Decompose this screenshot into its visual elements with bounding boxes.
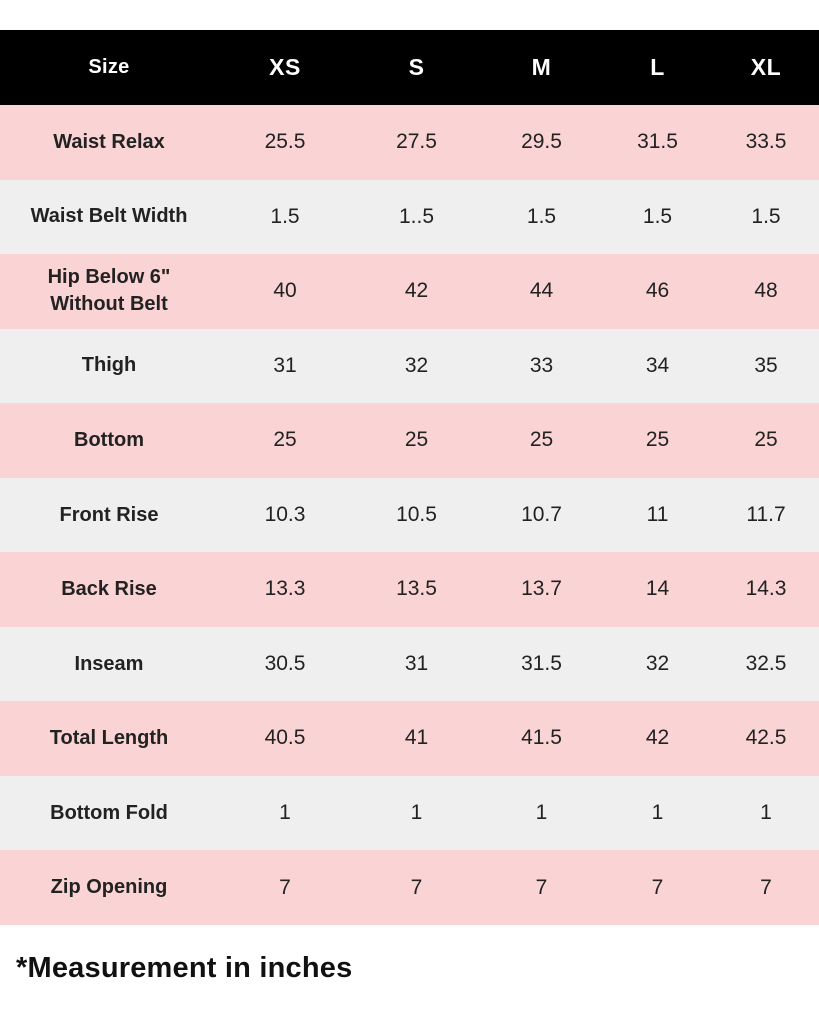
table-row: Bottom Fold 1 1 1 1 1 xyxy=(0,775,819,851)
column-header-m: M xyxy=(531,53,552,80)
cell-value: 44 xyxy=(529,279,554,303)
cell-value: 13.5 xyxy=(396,577,437,601)
row-label: Total Length xyxy=(49,727,169,750)
cell-value: 27.5 xyxy=(396,130,437,154)
cell-value: 32 xyxy=(645,651,670,675)
cell-value: 33.5 xyxy=(745,130,787,154)
cell-value: 7 xyxy=(535,875,548,899)
cell-value: 32.5 xyxy=(745,651,787,675)
cell-value: 48 xyxy=(754,279,778,303)
row-label: Hip Below 6" Without Belt xyxy=(47,266,171,316)
cell-value: 31.5 xyxy=(637,130,678,154)
size-chart-table: Size XS S M L XL Waist Relax 25.5 27.5 29.5 31.5 33… xyxy=(0,30,819,926)
cell-value: 25.5 xyxy=(264,130,306,154)
cell-value: 1.5 xyxy=(270,204,300,228)
cell-value: 1 xyxy=(760,801,772,825)
cell-value: 32 xyxy=(404,353,429,377)
cell-value: 31 xyxy=(273,353,297,377)
cell-value: 42 xyxy=(645,726,670,750)
table-row: Front Rise 10.3 10.5 10.7 11 11.7 xyxy=(0,477,819,553)
table-row: Bottom 25 25 25 25 25 xyxy=(0,403,819,478)
cell-value: 33 xyxy=(529,353,554,377)
cell-value: 1 xyxy=(410,801,423,825)
cell-value: 7 xyxy=(651,875,664,899)
cell-value: 1.5 xyxy=(751,204,781,228)
table-row: Back Rise 13.3 13.5 13.7 14 14.3 xyxy=(0,552,819,627)
table-row: Total Length 40.5 41 41.5 42 42.5 xyxy=(0,701,819,776)
row-label: Waist Relax xyxy=(53,130,165,153)
header-row: Size XS S M L XL xyxy=(0,30,819,105)
cell-value: 25 xyxy=(529,428,554,452)
cell-value: 11.7 xyxy=(746,502,786,526)
row-label: Waist Belt Width xyxy=(30,205,188,228)
measurement-note: *Measurement in inches xyxy=(16,952,353,984)
row-label: Zip Opening xyxy=(50,876,168,899)
cell-value: 1 xyxy=(279,801,291,825)
cell-value: 34 xyxy=(645,353,670,377)
cell-value: 25 xyxy=(754,428,778,452)
cell-value: 35 xyxy=(754,353,778,377)
cell-value: 29.5 xyxy=(521,130,562,154)
cell-value: 1..5 xyxy=(398,204,435,228)
cell-value: 31 xyxy=(404,651,429,675)
row-label: Inseam xyxy=(74,652,144,675)
cell-value: 42 xyxy=(404,279,429,303)
cell-value: 41.5 xyxy=(521,726,562,750)
row-label: Thigh xyxy=(81,354,137,377)
cell-value: 31.5 xyxy=(521,651,562,675)
cell-value: 30.5 xyxy=(264,651,306,675)
cell-value: 13.7 xyxy=(521,577,562,601)
cell-value: 1 xyxy=(651,801,664,825)
row-label: Back Rise xyxy=(61,578,157,601)
table-row: Thigh 31 32 33 34 35 xyxy=(0,328,819,404)
size-column-header: Size xyxy=(88,56,130,78)
cell-value: 1 xyxy=(535,801,548,825)
table-row: Hip Below 6" Without Belt 40 42 44 46 48 xyxy=(0,254,819,329)
cell-value: 25 xyxy=(645,428,670,452)
cell-value: 13.3 xyxy=(264,577,306,601)
column-header-l: L xyxy=(650,53,665,80)
cell-value: 25 xyxy=(404,428,429,452)
cell-value: 14.3 xyxy=(745,577,787,601)
column-header-s: S xyxy=(408,53,425,80)
cell-value: 7 xyxy=(410,875,423,899)
column-header-xl: XL xyxy=(750,53,782,80)
row-label: Bottom Fold xyxy=(50,801,168,824)
table-row: Inseam 30.5 31 31.5 32 32.5 xyxy=(0,626,819,702)
column-header-xs: XS xyxy=(269,53,301,80)
cell-value: 40 xyxy=(273,279,297,303)
cell-value: 10.5 xyxy=(396,502,437,526)
cell-value: 10.3 xyxy=(264,502,306,526)
cell-value: 41 xyxy=(404,726,429,750)
cell-value: 7 xyxy=(760,875,772,899)
cell-value: 14 xyxy=(645,577,670,601)
cell-value: 1.5 xyxy=(642,204,673,228)
row-label: Front Rise xyxy=(59,503,159,526)
cell-value: 11 xyxy=(646,502,669,526)
cell-value: 10.7 xyxy=(521,502,562,526)
cell-value: 46 xyxy=(645,279,670,303)
table-row: Waist Relax 25.5 27.5 29.5 31.5 33.5 xyxy=(0,105,819,180)
cell-value: 40.5 xyxy=(264,726,306,750)
row-label: Bottom xyxy=(74,428,144,451)
cell-value: 42.5 xyxy=(745,726,787,750)
table-row: Zip Opening 7 7 7 7 7 xyxy=(0,850,819,926)
table-row: Waist Belt Width 1.5 1..5 1.5 1.5 1.5 xyxy=(0,179,819,255)
cell-value: 1.5 xyxy=(526,204,557,228)
cell-value: 7 xyxy=(279,875,291,899)
cell-value: 25 xyxy=(273,428,297,452)
